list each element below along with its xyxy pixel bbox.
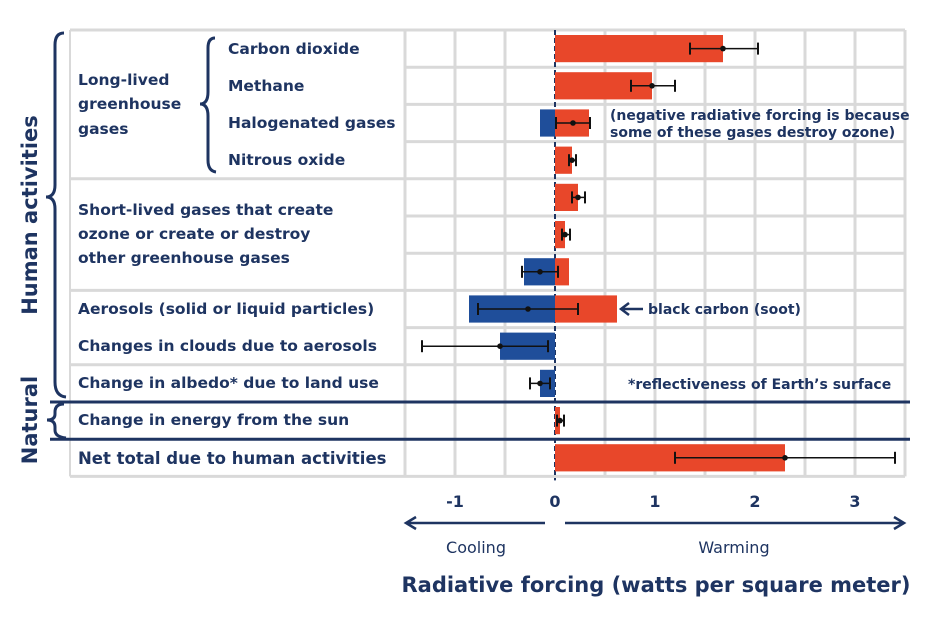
group-label-natural: Natural	[18, 376, 42, 464]
bar-warming	[555, 146, 572, 174]
category-label-albedo: Change in albedo* due to land use	[78, 374, 379, 392]
category-label-clouds: Changes in clouds due to aerosols	[78, 337, 377, 355]
category-label-methane: Methane	[228, 77, 304, 95]
best-estimate-point	[649, 83, 655, 89]
category-label-net-total: Net total due to human activities	[78, 449, 387, 468]
x-tick-labels: -1 0 1 2 3	[446, 492, 860, 511]
best-estimate-point	[497, 343, 503, 350]
label-short-lived-2: ozone or create or destroy	[78, 225, 310, 243]
label-short-lived-1: Short-lived gases that create	[78, 201, 333, 219]
best-estimate-point	[537, 269, 543, 275]
annotation-halogenated-1: (negative radiative forcing is because	[610, 108, 910, 124]
x-tick-label: -1	[446, 492, 464, 511]
x-axis-title: Radiative forcing (watts per square mete…	[401, 573, 910, 597]
arrow-left-icon	[618, 302, 643, 316]
best-estimate-point	[570, 120, 576, 126]
annotation-black-carbon: black carbon (soot)	[648, 302, 801, 318]
category-label-aerosols: Aerosols (solid or liquid particles)	[78, 300, 374, 318]
bar-cooling	[540, 109, 555, 137]
best-estimate-point	[562, 231, 568, 238]
label-long-lived-3: gases	[78, 120, 129, 138]
cooling-label: Cooling	[446, 538, 506, 557]
brace-natural-icon	[46, 402, 67, 440]
best-estimate-point	[525, 306, 531, 312]
best-estimate-point	[782, 455, 788, 461]
bars	[469, 35, 785, 472]
category-label-halogenated: Halogenated gases	[228, 114, 395, 132]
bar-warming	[555, 221, 565, 249]
warming-label: Warming	[698, 538, 769, 557]
label-long-lived-1: Long-lived	[78, 71, 169, 89]
annotation-halogenated-2: some of these gases destroy ozone)	[610, 125, 895, 141]
annotation-albedo: *reflectiveness of Earth’s surface	[628, 377, 891, 393]
label-long-lived-2: greenhouse	[78, 95, 181, 113]
best-estimate-point	[569, 157, 575, 163]
x-tick-label: 0	[549, 492, 560, 511]
best-estimate-point	[557, 417, 563, 424]
best-estimate-point	[537, 380, 543, 387]
category-label-nitrous-oxide: Nitrous oxide	[228, 151, 345, 169]
error-bars	[421, 42, 896, 464]
category-label-sun: Change in energy from the sun	[78, 411, 349, 429]
brace-human-icon	[45, 31, 67, 399]
best-estimate-point	[720, 45, 726, 52]
cooling-arrow-icon	[403, 515, 545, 531]
group-label-human-activities: Human activities	[18, 115, 42, 315]
x-tick-label: 1	[649, 492, 660, 511]
best-estimate-point	[575, 194, 581, 201]
brace-long-lived-icon	[199, 36, 217, 174]
bar-warming	[555, 258, 569, 286]
bar-warming	[555, 183, 578, 211]
category-label-carbon-dioxide: Carbon dioxide	[228, 40, 360, 58]
label-short-lived-3: other greenhouse gases	[78, 249, 290, 267]
x-tick-label: 2	[749, 492, 760, 511]
grid	[50, 28, 910, 481]
warming-arrow-icon	[565, 515, 907, 531]
x-tick-label: 3	[849, 492, 860, 511]
